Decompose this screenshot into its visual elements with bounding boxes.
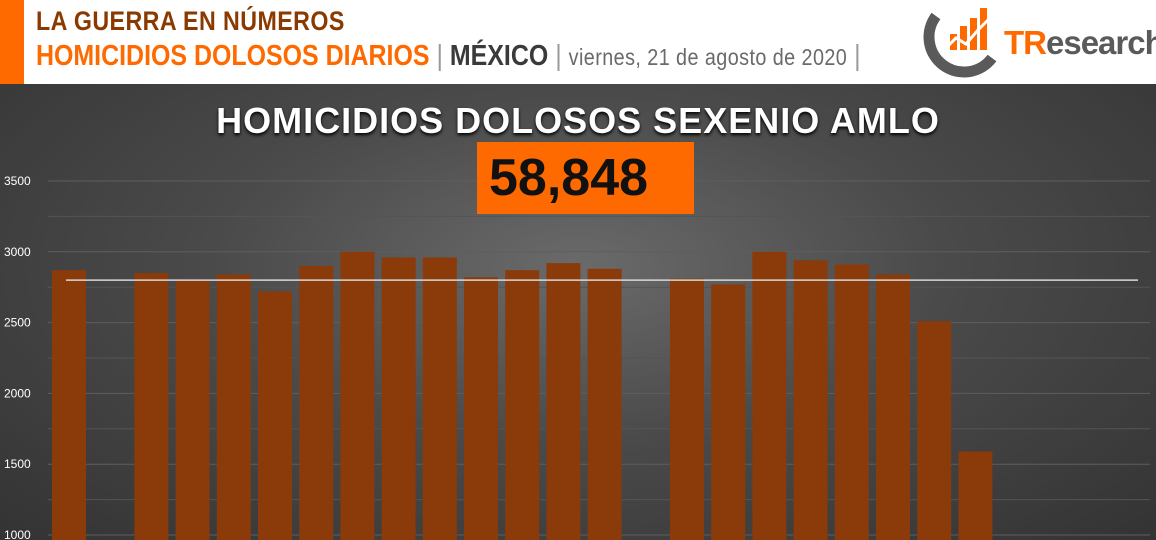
y-tick-label: 3500 [4, 174, 31, 188]
bar [917, 321, 952, 540]
logo-text-t: TR [1004, 24, 1047, 61]
total-value: 58,848 [489, 149, 649, 207]
bar [958, 451, 993, 540]
bar [876, 274, 910, 540]
header-date: viernes, 21 de agosto de 2020 [568, 44, 848, 70]
y-tick-label: 2500 [4, 316, 31, 330]
tresearch-logo-icon [923, 8, 997, 78]
header: LA GUERRA EN NÚMEROS HOMICIDIOS DOLOSOS … [0, 0, 1156, 84]
header-country: MÉXICO [449, 40, 549, 72]
header-separator: | [854, 40, 861, 72]
logo-text-rest: esearch [1046, 24, 1156, 61]
bar [258, 291, 292, 540]
bar [587, 268, 622, 540]
total-box: 58,848 [477, 142, 694, 214]
bar [134, 273, 169, 540]
y-tick-label: 1500 [4, 457, 31, 471]
bar [52, 270, 86, 540]
bar [834, 264, 869, 540]
tresearch-logo: TResearch [922, 0, 1156, 80]
y-tick-label: 2000 [4, 386, 31, 400]
bar [299, 265, 334, 540]
logo-text: TResearch [1004, 24, 1156, 62]
bar [752, 251, 787, 540]
bar [216, 274, 251, 540]
bar [175, 280, 210, 540]
bar [793, 260, 828, 540]
bar [381, 257, 416, 540]
chart-area: 1000 1500 2000 2500 3000 3500 HOMICIDIOS DOLO… [0, 84, 1156, 540]
header-separator: | [436, 40, 443, 72]
bar [464, 277, 498, 540]
accent-bar [0, 0, 24, 84]
bar [546, 263, 581, 540]
chart-title: HOMICIDIOS DOLOSOS SEXENIO AMLO [216, 100, 940, 141]
y-tick-label: 3000 [4, 245, 31, 259]
bar [340, 251, 375, 540]
header-separator: | [555, 40, 562, 72]
bar [670, 278, 704, 540]
header-title: LA GUERRA EN NÚMEROS [36, 6, 345, 36]
bar [505, 270, 540, 540]
header-subtitle: HOMICIDIOS DOLOSOS DIARIOS [36, 40, 430, 72]
bar [711, 284, 746, 540]
header-subtitle-line: HOMICIDIOS DOLOSOS DIARIOS | MÉXICO | vi… [36, 40, 861, 73]
bar [422, 257, 457, 540]
y-tick-label: 1000 [4, 528, 31, 540]
chart-plot: 1000 1500 2000 2500 3000 3500 [4, 174, 1150, 540]
